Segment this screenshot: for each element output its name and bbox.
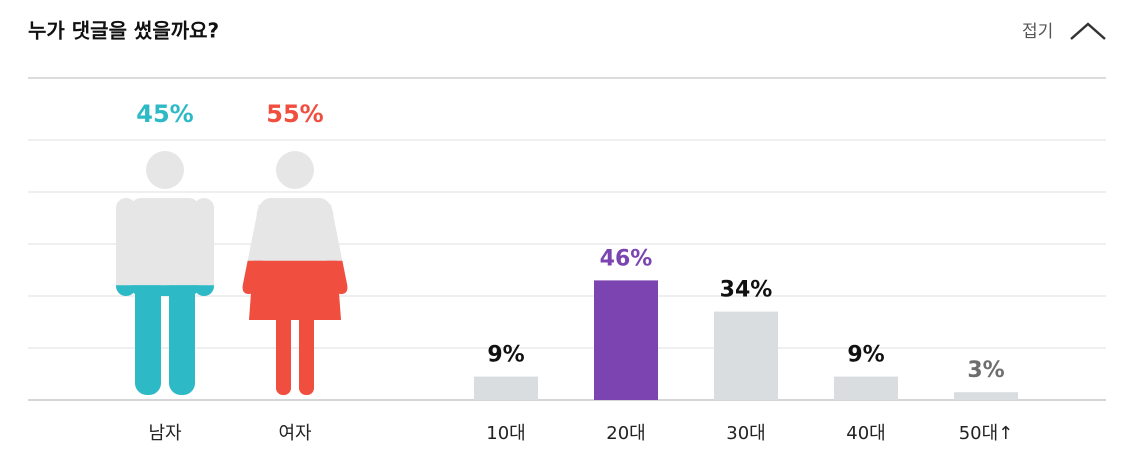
value-label: 34%	[720, 278, 773, 303]
bar	[474, 376, 538, 400]
figure-part	[169, 285, 195, 395]
category-label: 남자	[148, 423, 182, 444]
value-label: 45%	[136, 100, 193, 128]
bar	[594, 280, 658, 400]
figure-part	[194, 285, 214, 296]
figure-part	[135, 285, 161, 395]
value-label: 46%	[600, 246, 653, 271]
figure-part	[116, 285, 136, 296]
figure-fill	[116, 285, 214, 395]
value-label: 9%	[487, 343, 524, 368]
chevron-up	[1070, 22, 1106, 40]
figure-part	[276, 151, 314, 189]
bar	[954, 392, 1018, 400]
value-label: 55%	[266, 100, 323, 128]
toggle-button[interactable]: 접기	[1022, 22, 1106, 42]
category-label: 10대	[486, 423, 525, 444]
category-label: 여자	[278, 423, 312, 444]
figure-fill	[242, 260, 348, 395]
title: 누가 댓글을 썼을까요?	[28, 19, 219, 43]
bar	[834, 376, 898, 400]
figure-part	[146, 151, 184, 189]
figure-part	[299, 300, 314, 395]
figure-part	[249, 260, 341, 320]
category-label: 30대	[726, 423, 765, 444]
figure-part	[327, 260, 348, 294]
figure-part	[194, 198, 214, 296]
figure	[116, 151, 214, 395]
value-label: 3%	[967, 358, 1004, 383]
figure-part	[242, 260, 263, 294]
figure-part	[276, 300, 291, 395]
figure-part	[116, 198, 136, 296]
category-label: 20대	[606, 423, 645, 444]
category-label: 50대↑	[959, 423, 1014, 444]
toggle-label: 접기	[1022, 22, 1053, 42]
category-label: 40대	[846, 423, 885, 444]
bar	[714, 311, 778, 400]
value-label: 9%	[847, 343, 884, 368]
